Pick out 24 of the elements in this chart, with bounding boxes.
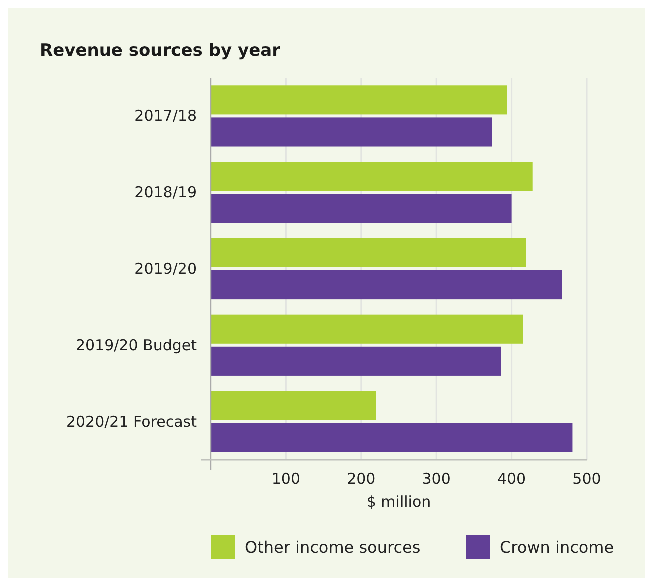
bar <box>211 86 508 115</box>
bar <box>211 118 492 147</box>
x-tick-label: 100 <box>272 470 301 488</box>
bar <box>211 162 533 192</box>
bar <box>211 314 524 344</box>
y-tick-label: 2019/20 Budget <box>76 336 198 354</box>
bar <box>211 391 376 420</box>
x-tick-label: 300 <box>422 470 451 488</box>
x-axis-title: $ million <box>366 493 432 511</box>
bar <box>211 423 573 452</box>
bar <box>211 270 562 300</box>
bar <box>211 346 502 376</box>
bar <box>211 194 512 224</box>
y-tick-label: 2019/20 <box>134 260 197 278</box>
legend-label: Crown income <box>500 538 614 557</box>
x-tick-label: 500 <box>572 470 602 488</box>
y-tick-label: 2017/18 <box>134 107 197 126</box>
chart-title: Revenue sources by year <box>40 41 282 61</box>
y-tick-label: 2020/21 Forecast <box>66 412 198 431</box>
x-tick-label: 400 <box>497 470 526 488</box>
legend-label: Other income sources <box>245 538 421 557</box>
x-tick-label: 200 <box>347 470 376 488</box>
bar <box>211 238 526 268</box>
y-tick-label: 2018/19 <box>134 184 197 202</box>
